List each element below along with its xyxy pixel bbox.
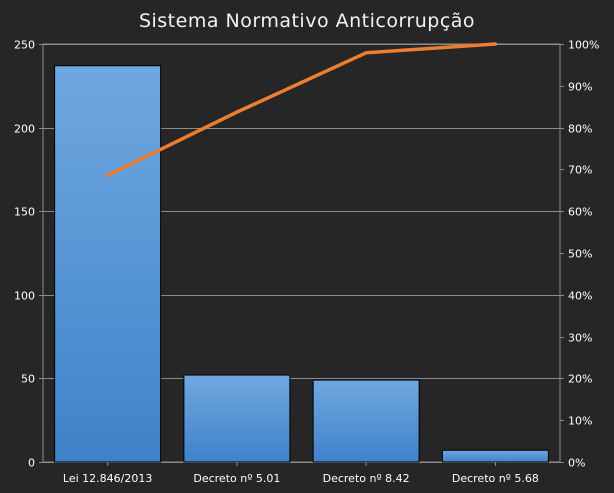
right-axis-tick-label: 20% <box>568 373 592 386</box>
x-axis-category-label: Decreto nº 8.42 <box>323 472 410 485</box>
x-axis-category-label: Lei 12.846/2013 <box>63 472 152 485</box>
line-point <box>493 42 497 46</box>
cumulative-percent-line <box>105 42 498 178</box>
right-axis-tick-label: 30% <box>568 332 592 345</box>
line-point <box>106 173 110 177</box>
right-axis-tick-label: 70% <box>568 164 592 177</box>
bar <box>54 65 162 463</box>
axes: 0 50 100 150 200 250 0% 10% 20% 30% 40% 50% 60% 70% 80… <box>14 39 599 486</box>
left-axis-tick-label: 0 <box>28 457 35 470</box>
bar <box>312 379 420 463</box>
right-axis-tick-label: 60% <box>568 206 592 219</box>
right-axis-tick-label: 50% <box>568 248 592 261</box>
right-axis-tick-label: 0% <box>568 457 585 470</box>
left-axis-tick-label: 100 <box>14 290 35 303</box>
bar <box>441 449 549 463</box>
right-axis-tick-label: 90% <box>568 81 592 94</box>
left-axis-tick-label: 200 <box>14 123 35 136</box>
right-axis-tick-label: 80% <box>568 123 592 136</box>
chart-title: Sistema Normativo Anticorrupção <box>139 10 475 32</box>
cumulative-line-series <box>105 42 498 178</box>
left-axis-tick-label: 50 <box>21 373 35 386</box>
right-axis-tick-label: 10% <box>568 415 592 428</box>
left-axis-tick-label: 150 <box>14 206 35 219</box>
bar-series <box>54 65 549 463</box>
x-axis-category-label: Decreto nº 5.01 <box>193 472 280 485</box>
bar <box>183 374 291 463</box>
line-point <box>235 110 239 114</box>
right-axis-tick-label: 100% <box>568 39 599 52</box>
x-axis-category-label: Decreto nº 5.68 <box>452 472 539 485</box>
left-axis-tick-label: 250 <box>14 39 35 52</box>
line-point <box>364 51 368 55</box>
right-axis-tick-label: 40% <box>568 290 592 303</box>
